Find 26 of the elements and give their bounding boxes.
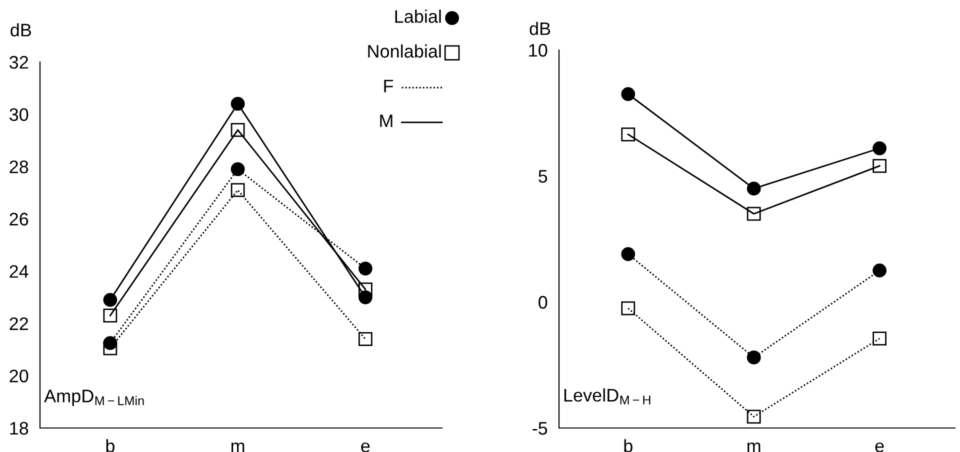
y-tick-label: 26 (10, 212, 28, 226)
y-tick-label: 24 (10, 265, 28, 278)
annotation: F (384, 80, 394, 92)
y-axis-title: dB (10, 23, 32, 36)
y-tick-label: 18 (10, 422, 28, 435)
x-tick-label: e (361, 442, 370, 452)
y-tick-label: 32 (9, 56, 28, 69)
y-tick-label: 30 (9, 108, 28, 122)
x-tick-label: e (875, 442, 884, 452)
x-tick-label: m (231, 442, 244, 452)
annotation: AmpD$_{M−LMin}$ (44, 390, 144, 406)
y-axis-title: dB (530, 22, 550, 36)
x-tick-label: m (748, 442, 760, 452)
annotation: LevelD$_{M−H}$ (564, 388, 650, 404)
y-tick-label: 0 (538, 296, 548, 309)
annotation: M (380, 114, 392, 128)
y-tick-label: 10 (529, 44, 548, 57)
x-tick-label: b (624, 439, 632, 452)
y-tick-label: 5 (538, 170, 548, 183)
y-tick-label: -5 (532, 422, 548, 435)
y-tick-label: 22 (10, 317, 28, 330)
x-tick-label: b (106, 439, 114, 452)
text: Nonlabial (368, 44, 441, 58)
y-tick-label: 20 (10, 370, 28, 382)
y-tick-label: 28 (10, 160, 28, 174)
text: Labial (395, 10, 441, 23)
